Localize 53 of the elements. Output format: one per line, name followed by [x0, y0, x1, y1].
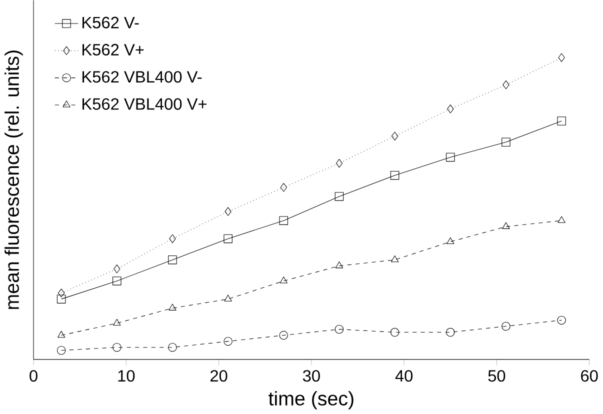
- point: [335, 262, 344, 268]
- x-tick-label: 60: [581, 370, 598, 382]
- point: [391, 132, 398, 140]
- point: [224, 207, 232, 216]
- point: [224, 234, 232, 244]
- point: [112, 343, 122, 352]
- point: [390, 170, 400, 180]
- point: [168, 304, 176, 310]
- point: [279, 216, 288, 225]
- point: [56, 294, 66, 304]
- point: [502, 322, 510, 331]
- point: [113, 318, 121, 326]
- x-tick-label: 10: [118, 370, 135, 382]
- x-tick-label: 0: [30, 370, 38, 382]
- point: [446, 328, 455, 337]
- point: [336, 158, 343, 168]
- point: [390, 255, 399, 262]
- point: [58, 330, 66, 338]
- point: [502, 80, 510, 90]
- x-tick-label: 50: [488, 370, 506, 382]
- point: [557, 316, 566, 325]
- point: [447, 104, 454, 114]
- point: [558, 216, 566, 223]
- point: [169, 234, 176, 244]
- point: [224, 294, 232, 302]
- legend-label: K562 V+: [82, 44, 144, 56]
- point: [502, 138, 510, 147]
- point: [58, 288, 65, 298]
- point: [502, 222, 510, 229]
- point: [334, 324, 344, 334]
- point: [279, 330, 288, 340]
- point: [168, 343, 177, 352]
- legend-label: K562 VBL400 V-: [82, 71, 202, 83]
- point: [334, 192, 344, 201]
- legend-label: K562 VBL400 V+: [82, 98, 207, 110]
- point: [56, 346, 66, 355]
- point: [114, 264, 120, 274]
- y-axis-title: mean fluorescence (rel. units): [4, 50, 23, 310]
- point: [446, 152, 455, 162]
- point: [557, 116, 566, 126]
- x-tick-label: 30: [302, 370, 320, 382]
- x-tick-label: 20: [210, 370, 228, 382]
- point: [280, 183, 287, 192]
- x-axis-title: time (sec): [268, 391, 354, 410]
- point: [558, 53, 565, 62]
- x-tick-label: 40: [395, 370, 413, 382]
- point: [224, 336, 232, 346]
- point: [446, 237, 454, 244]
- point: [280, 276, 288, 284]
- point: [390, 328, 400, 337]
- point: [168, 255, 177, 264]
- point: [112, 276, 122, 286]
- legend-label: K562 V-: [82, 16, 139, 28]
